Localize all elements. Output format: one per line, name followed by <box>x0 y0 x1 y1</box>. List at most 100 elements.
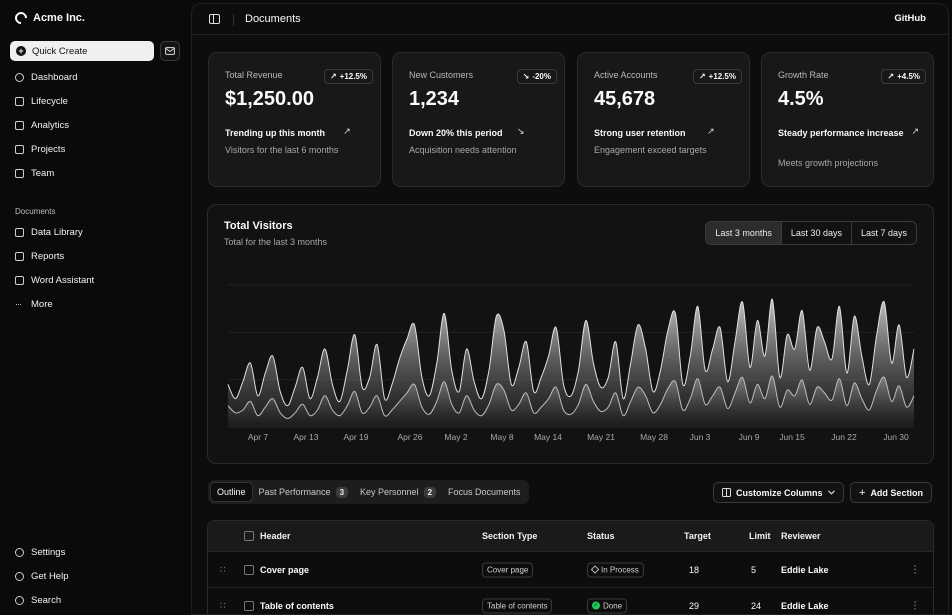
loader-icon <box>590 565 600 574</box>
tab-past-performance[interactable]: Past Performance 3 <box>253 482 354 502</box>
sidebar-item-search[interactable]: Search <box>15 588 185 612</box>
x-tick-label: May 2 <box>444 432 467 442</box>
trend-badge: ↘ -20% <box>516 69 557 84</box>
select-all-checkbox[interactable] <box>244 531 254 541</box>
stat-description: Acquisition needs attention <box>409 145 517 155</box>
brand[interactable]: Acme Inc. <box>12 9 85 27</box>
row-checkbox[interactable] <box>244 564 254 575</box>
sidebar-item-lifecycle[interactable]: Lifecycle <box>15 89 185 113</box>
stat-description: Engagement exceed targets <box>594 145 707 155</box>
x-tick-label: Jun 22 <box>831 432 857 442</box>
sidebar-item-more[interactable]: ··· More <box>15 292 185 316</box>
sidebar-item-label: More <box>31 298 53 310</box>
quick-create-button[interactable]: + Quick Create <box>10 41 154 61</box>
tab-focus-documents[interactable]: Focus Documents <box>442 482 527 502</box>
more-vertical-icon[interactable]: ⋮ <box>910 600 920 611</box>
sidebar-item-analytics[interactable]: Analytics <box>15 113 185 137</box>
series-line-2 <box>227 375 915 420</box>
row-header[interactable]: Cover page <box>260 564 310 575</box>
target-value[interactable]: 18 <box>689 564 700 575</box>
customize-columns-button[interactable]: Customize Columns <box>713 482 844 503</box>
page-title: Documents <box>245 13 301 25</box>
brand-name: Acme Inc. <box>33 12 85 24</box>
sidebar-item-projects[interactable]: Projects <box>15 137 185 161</box>
help-icon <box>15 571 24 581</box>
inbox-button[interactable] <box>160 41 180 61</box>
status-badge: In Process <box>587 562 644 577</box>
tab-label: Focus Documents <box>448 487 521 497</box>
x-tick-label: Jun 15 <box>779 432 805 442</box>
top-bar: Documents GitHub <box>192 4 948 35</box>
sidebar-item-data-library[interactable]: Data Library <box>15 220 185 244</box>
add-section-button[interactable]: + Add Section <box>850 482 932 503</box>
sidebar-item-label: Word Assistant <box>31 274 95 286</box>
tab-outline[interactable]: Outline <box>210 482 253 502</box>
drag-handle-icon[interactable]: ∷ <box>220 564 226 574</box>
chart-subtitle: Total for the last 3 months <box>224 237 328 247</box>
search-icon <box>15 595 24 605</box>
sidebar-item-label: Dashboard <box>31 71 78 83</box>
x-tick-label: Apr 26 <box>397 432 422 442</box>
sidebar-item-team[interactable]: Team <box>15 161 185 185</box>
series-area-2[interactable] <box>228 375 914 427</box>
gauge-icon <box>15 72 24 82</box>
visitors-area-chart: Apr 7 Apr 13 Apr 19 Apr 26 May 2 May 8 May 14 M… <box>227 284 915 442</box>
tab-label: Outline <box>217 487 246 497</box>
chevron-down-icon <box>827 490 835 495</box>
reviewer-value[interactable]: Eddie Lake <box>781 564 829 575</box>
stat-label: Growth Rate <box>778 70 829 80</box>
row-header[interactable]: Table of contents <box>260 600 334 611</box>
tab-count-badge: 2 <box>423 486 437 498</box>
github-link[interactable]: GitHub <box>894 13 926 24</box>
trend-badge: ↗ +12.5% <box>323 69 373 84</box>
time-range-toggle: Last 3 months Last 30 days Last 7 days <box>705 221 917 245</box>
sidebar-item-get-help[interactable]: Get Help <box>15 564 185 588</box>
col-status[interactable]: Status <box>587 531 615 541</box>
customize-columns-label: Customize Columns <box>736 487 823 498</box>
stat-label: Active Accounts <box>594 70 658 80</box>
sidebar-item-settings[interactable]: Settings <box>15 540 185 564</box>
range-last-3-months[interactable]: Last 3 months <box>706 222 781 244</box>
plus-circle-icon: + <box>16 46 26 56</box>
trending-up-icon: ↗ <box>698 72 706 81</box>
sidebar-item-word-assistant[interactable]: Word Assistant <box>15 268 185 292</box>
status-label: Done <box>603 601 623 610</box>
tab-key-personnel[interactable]: Key Personnel 2 <box>354 482 442 502</box>
range-last-7-days[interactable]: Last 7 days <box>850 222 916 244</box>
col-section-type[interactable]: Section Type <box>482 531 538 541</box>
trending-up-icon: ↗ <box>343 126 351 136</box>
reviewer-value[interactable]: Eddie Lake <box>781 600 829 611</box>
trend-text: Trending up this month <box>225 128 325 138</box>
col-reviewer[interactable]: Reviewer <box>781 531 821 541</box>
trending-up-icon: ↗ <box>329 72 337 81</box>
sidebar-item-dashboard[interactable]: Dashboard <box>15 65 185 89</box>
list-icon <box>15 96 24 106</box>
trend-badge: ↗ +12.5% <box>692 69 742 84</box>
series-line-1 <box>227 298 915 407</box>
x-tick-label: May 21 <box>587 432 615 442</box>
limit-value[interactable]: 5 <box>751 564 757 575</box>
trending-up-icon: ↗ <box>887 72 895 81</box>
col-target[interactable]: Target <box>684 531 711 541</box>
more-vertical-icon[interactable]: ⋮ <box>910 564 920 575</box>
trend-badge-value: +12.5% <box>339 72 367 81</box>
folder-icon <box>15 144 24 154</box>
col-limit[interactable]: Limit <box>749 531 771 541</box>
x-tick-label: Apr 13 <box>293 432 318 442</box>
tab-count-badge: 3 <box>335 486 349 498</box>
trend-text: Strong user retention <box>594 128 686 138</box>
row-checkbox[interactable] <box>244 600 254 611</box>
limit-value[interactable]: 24 <box>751 600 762 611</box>
target-value[interactable]: 29 <box>689 600 700 611</box>
col-header[interactable]: Header <box>260 531 291 541</box>
sidebar-item-reports[interactable]: Reports <box>15 244 185 268</box>
trend-text: Down 20% this period <box>409 128 503 138</box>
drag-handle-icon[interactable]: ∷ <box>220 600 226 610</box>
stat-label: New Customers <box>409 70 474 80</box>
sidebar-toggle-icon[interactable] <box>209 14 220 24</box>
sidebar-item-label: Data Library <box>31 226 83 238</box>
sidebar: Acme Inc. + Quick Create Dashboard Lifecy… <box>0 0 190 615</box>
mail-icon <box>165 47 175 55</box>
table-row: ∷ Table of contents Table of contents ✓ Done… <box>208 588 933 614</box>
range-last-30-days[interactable]: Last 30 days <box>780 222 851 244</box>
